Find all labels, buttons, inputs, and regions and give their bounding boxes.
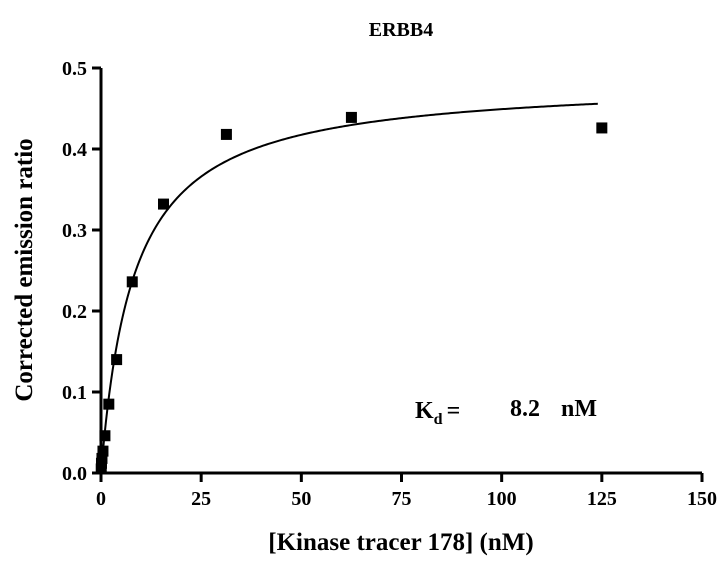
y-tick-label: 0.3: [62, 220, 87, 242]
y-tick-label: 0.2: [62, 301, 87, 323]
data-point: [126, 276, 138, 288]
data-point: [103, 398, 115, 410]
y-axis-label: Corrected emission ratio: [11, 138, 38, 401]
x-tick-label: 100: [487, 488, 517, 510]
x-tick-label: 75: [392, 488, 412, 510]
x-ticks: 0 25 50 75 100 125 150: [96, 473, 717, 510]
fit-curve: [100, 102, 598, 474]
data-point: [97, 445, 109, 457]
kd-unit: nM: [561, 396, 597, 422]
data-point: [596, 122, 608, 134]
data-point: [345, 111, 357, 123]
y-ticks: 0.0 0.1 0.2 0.3 0.4 0.5: [62, 58, 101, 485]
y-tick-label: 0.5: [62, 58, 87, 80]
x-tick-label: 150: [687, 488, 717, 510]
x-tick-label: 25: [191, 488, 211, 510]
x-tick-label: 125: [587, 488, 617, 510]
x-tick-label: 50: [291, 488, 311, 510]
data-point: [96, 452, 108, 464]
x-tick-label: 0: [96, 488, 106, 510]
data-point: [99, 430, 111, 442]
kd-symbol: K: [415, 398, 434, 424]
y-tick-label: 0.4: [62, 139, 87, 161]
kd-value: 8.2: [510, 396, 540, 422]
svg-text:Kd=: Kd =: [415, 398, 460, 428]
y-tick-label: 0.1: [62, 382, 87, 404]
x-axis-label: [Kinase tracer 178] (nM): [268, 529, 533, 556]
data-point: [220, 128, 232, 140]
plot-area: 0 25 50 75 100 125 150 0.0 0.1 0.2 0.3 0.4 0.5: [62, 58, 717, 510]
data-points: [95, 111, 608, 475]
kd-annotation: Kd = 8.2 nM: [415, 396, 597, 428]
data-point: [158, 198, 170, 210]
chart-title: ERBB4: [369, 19, 433, 41]
data-point: [111, 354, 123, 366]
data-point: [95, 463, 107, 475]
kd-equals: =: [447, 398, 461, 424]
kd-subscript: d: [434, 411, 443, 428]
y-tick-label: 0.0: [62, 463, 87, 485]
